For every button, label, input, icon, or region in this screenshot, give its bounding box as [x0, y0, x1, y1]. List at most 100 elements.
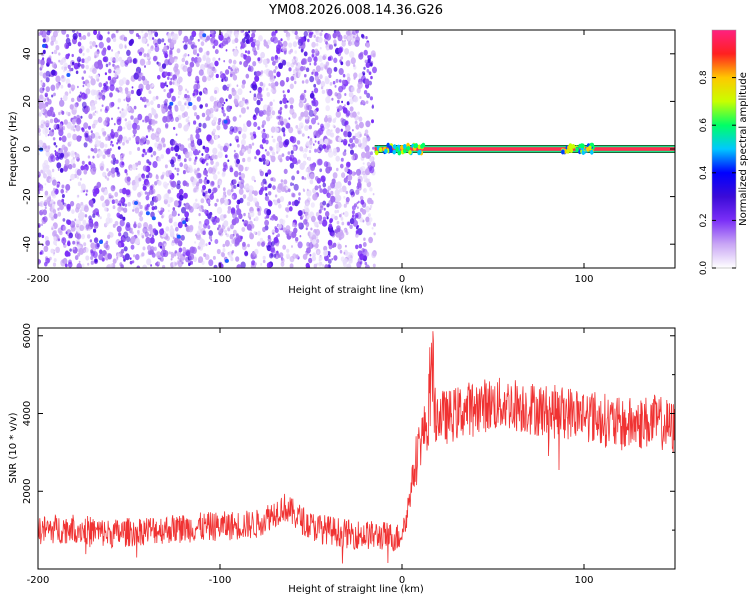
heatmap-cell — [109, 102, 114, 108]
heatmap-cell — [235, 233, 239, 238]
heatmap-cell — [270, 82, 276, 89]
heatmap-cell — [176, 172, 179, 176]
heatmap-cell — [188, 151, 193, 157]
heatmap-cell — [288, 201, 292, 206]
heatmap-cell — [169, 56, 175, 64]
heatmap-cell — [193, 120, 197, 125]
heatmap-cell — [298, 192, 301, 196]
heatmap-cell — [204, 158, 207, 162]
heatmap-cell — [269, 114, 273, 119]
heatmap-cell — [169, 81, 173, 86]
heatmap-cell — [343, 203, 347, 208]
heatmap-cell — [107, 75, 112, 81]
heatmap-cell — [182, 65, 188, 72]
heatmap-cell — [319, 46, 322, 50]
heatmap-cell — [131, 231, 134, 235]
heatmap-cell — [157, 148, 160, 151]
heatmap-cell — [349, 224, 353, 229]
heatmap-cell — [95, 238, 98, 241]
heatmap-cell — [95, 44, 98, 48]
heatmap-cell — [370, 50, 376, 57]
heatmap-cell — [156, 193, 162, 202]
heatmap-cell — [168, 218, 173, 224]
heatmap-cell — [262, 255, 266, 260]
heatmap-cell — [90, 147, 94, 152]
heatmap-cell — [118, 56, 123, 62]
heatmap-cell — [374, 150, 379, 156]
heatmap-cell — [198, 150, 201, 154]
heatmap-cell — [354, 138, 359, 144]
heatmap-cell — [303, 219, 308, 225]
heatmap-cell — [313, 34, 316, 38]
heatmap-cell — [145, 181, 150, 187]
heatmap-cell — [203, 253, 207, 257]
heatmap-cell — [331, 258, 334, 261]
heatmap-cell — [369, 62, 373, 67]
heatmap-cell — [95, 119, 99, 124]
heatmap-cell — [141, 37, 147, 44]
heatmap-cell — [137, 160, 141, 166]
heatmap-cell — [196, 230, 201, 236]
heatmap-cell — [306, 189, 312, 197]
heatmap-cell — [289, 162, 295, 169]
heatmap-cell — [144, 104, 147, 108]
heatmap-cell — [369, 238, 372, 241]
heatmap-cell — [200, 41, 205, 47]
heatmap-cell — [145, 236, 151, 244]
heatmap-cell — [266, 209, 272, 216]
heatmap-cell — [327, 56, 332, 61]
heatmap-cell — [117, 242, 122, 248]
heatmap-cell — [292, 193, 296, 198]
heatmap-cell — [294, 80, 297, 85]
heatmap-cell — [161, 174, 165, 178]
heatmap-cell — [305, 227, 308, 231]
heatmap-cell — [269, 252, 274, 259]
heatmap-cell — [170, 182, 173, 186]
heatmap-cell — [222, 112, 226, 117]
heatmap-cell — [241, 38, 246, 44]
heatmap-cell — [313, 97, 316, 101]
heatmap-cell — [192, 202, 198, 210]
heatmap-cell — [257, 57, 261, 62]
heatmap-cell — [222, 248, 226, 253]
heatmap-cell — [105, 240, 109, 244]
heatmap-cell — [300, 112, 305, 117]
heatmap-cell — [210, 61, 214, 67]
heatmap-cell — [308, 242, 314, 249]
heatmap-cell — [187, 54, 190, 57]
heatmap-cell — [161, 108, 166, 114]
heatmap-cell — [146, 80, 150, 85]
heatmap-cell — [189, 246, 195, 254]
heatmap-cell — [81, 128, 85, 133]
heatmap-cell — [184, 93, 188, 99]
heatmap-cell — [95, 91, 99, 96]
heatmap-cell — [90, 106, 95, 111]
heatmap-cell — [313, 263, 317, 268]
heatmap-cell — [363, 255, 368, 260]
heatmap-cell — [581, 150, 586, 156]
heatmap-cell — [222, 243, 226, 248]
heatmap-cell — [138, 211, 143, 217]
heatmap-cell — [60, 188, 64, 194]
heatmap-cell — [354, 135, 357, 139]
heatmap-cell — [38, 139, 44, 147]
heatmap-cell — [347, 174, 353, 181]
heatmap-cell — [173, 33, 179, 41]
heatmap-cell — [163, 249, 166, 254]
heatmap-cell — [280, 179, 284, 183]
heatmap-cell — [118, 43, 124, 50]
heatmap-cell — [291, 231, 297, 239]
heatmap-cell — [59, 230, 63, 236]
heatmap-cell — [338, 68, 344, 75]
heatmap-cell — [300, 48, 304, 53]
heatmap-cell — [384, 148, 388, 154]
heatmap-cell — [105, 221, 109, 226]
heatmap-cell — [229, 243, 232, 247]
heatmap-cell — [102, 91, 105, 96]
heatmap-cell — [86, 83, 91, 88]
colorbar-tick-label: 0.6 — [699, 118, 709, 133]
heatmap-cell — [88, 199, 94, 206]
heatmap-cell — [236, 264, 242, 268]
heatmap-cell — [347, 131, 352, 138]
heatmap-cell — [281, 153, 285, 158]
